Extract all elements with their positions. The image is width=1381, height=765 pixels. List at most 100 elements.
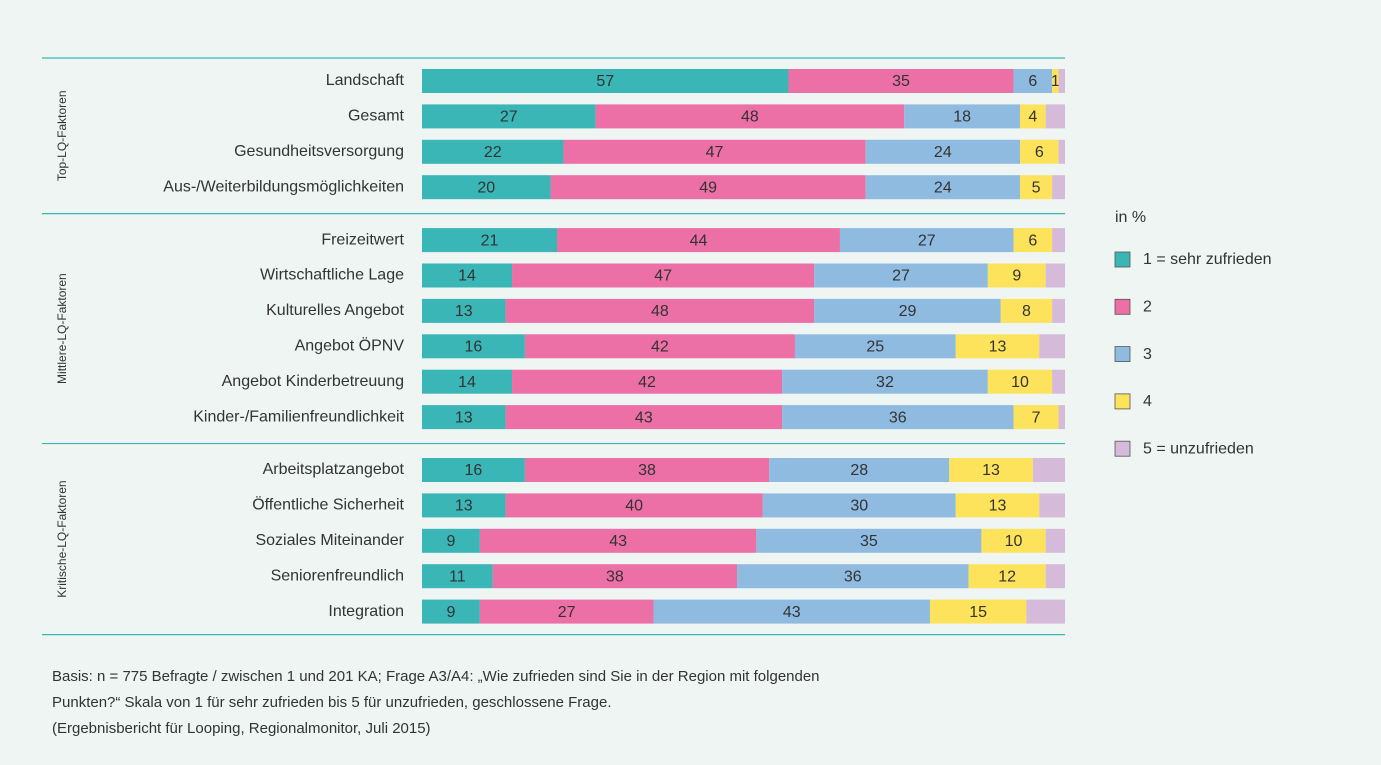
bar-segment	[1013, 228, 1053, 253]
data-label: 14	[458, 374, 476, 391]
bar-segment	[505, 405, 783, 430]
group-label: Top-LQ-Faktoren	[55, 90, 69, 181]
data-label: 43	[635, 409, 653, 426]
bar-segment	[505, 493, 763, 518]
data-label: 48	[651, 303, 669, 320]
category-label: Gesamt	[348, 108, 405, 125]
data-label: 38	[606, 568, 624, 585]
data-label: 7	[1032, 409, 1041, 426]
bar-segment	[737, 564, 969, 589]
bar-segment	[1058, 69, 1065, 93]
bar-segment	[949, 458, 1033, 482]
bar-segment	[550, 175, 866, 200]
bar-segment	[1058, 405, 1065, 430]
bar-segment	[904, 104, 1020, 129]
bar-segment	[422, 228, 558, 253]
data-label: 13	[455, 498, 473, 515]
legend-swatch	[1114, 298, 1131, 315]
bar-segment	[987, 263, 1046, 288]
bar-segment	[839, 228, 1014, 253]
legend-label: 2	[1143, 299, 1152, 316]
bar-segment	[595, 104, 905, 129]
bar-segment	[505, 298, 815, 323]
data-label: 6	[1028, 73, 1037, 90]
data-label: 24	[934, 179, 952, 196]
note: Basis: n = 775 Befragte / zwischen 1 und…	[52, 668, 820, 685]
bar-segment	[563, 139, 866, 164]
category-label: Gesundheitsversorgung	[234, 143, 404, 160]
data-label: 30	[850, 498, 868, 515]
bar-segment	[1052, 175, 1065, 200]
bar-segment	[1013, 405, 1059, 430]
data-label: 49	[699, 179, 717, 196]
category-label: Aus-/Weiterbildungsmöglichkeiten	[163, 178, 404, 195]
data-label: 57	[596, 73, 614, 90]
note: (Ergebnisbericht für Looping, Regionalmo…	[52, 720, 431, 737]
category-label: Soziales Miteinander	[255, 532, 404, 549]
bar-segment	[1039, 334, 1065, 359]
category-label: Seniorenfreundlich	[271, 567, 404, 584]
data-label: 13	[982, 462, 1000, 479]
data-label: 43	[609, 533, 627, 550]
bar-segment	[1013, 69, 1053, 93]
bar-segment	[422, 493, 506, 518]
note: Punkten?“ Skala von 1 für sehr zufrieden…	[52, 694, 612, 711]
bar-segment	[1052, 69, 1059, 93]
bar-segment	[1045, 104, 1065, 129]
data-label: 47	[706, 144, 724, 161]
data-label: 27	[918, 232, 936, 249]
bar-segment	[422, 104, 596, 129]
bar-segment	[524, 458, 770, 482]
data-label: 13	[989, 498, 1007, 515]
data-label: 15	[969, 604, 987, 621]
bar-segment	[968, 564, 1046, 589]
bar-segment	[865, 175, 1020, 200]
data-label: 29	[899, 303, 917, 320]
data-label: 12	[998, 568, 1016, 585]
bar-segment	[524, 334, 795, 359]
bar-segment	[782, 369, 988, 394]
data-label: 9	[1012, 268, 1021, 285]
data-label: 35	[860, 533, 878, 550]
data-label: 27	[892, 268, 910, 285]
bar-segment	[955, 334, 1040, 359]
bar-segment	[1039, 493, 1065, 518]
legend-label: 5 = unzufrieden	[1143, 440, 1254, 457]
category-label: Kulturelles Angebot	[266, 302, 404, 319]
bar-segment	[788, 69, 1014, 93]
data-label: 13	[989, 339, 1007, 356]
data-label: 10	[1005, 533, 1023, 550]
bar-segment	[479, 599, 654, 624]
data-label: 13	[455, 303, 473, 320]
bar-segment	[479, 528, 757, 553]
bar-segment	[955, 493, 1040, 518]
data-label: 40	[625, 498, 643, 515]
bar-segment	[422, 263, 513, 288]
category-label: Landschaft	[326, 72, 405, 89]
data-label: 10	[1011, 374, 1029, 391]
bar-segment	[422, 139, 564, 164]
data-label: 36	[844, 568, 862, 585]
bar-segment	[1052, 228, 1065, 253]
bar-segment	[1000, 298, 1053, 323]
bar-segment	[422, 175, 551, 200]
data-label: 47	[654, 268, 672, 285]
category-label: Arbeitsplatzangebot	[263, 461, 405, 478]
data-label: 21	[481, 232, 499, 249]
data-label: 42	[651, 339, 669, 356]
bar-segment	[422, 334, 525, 359]
bar-segment	[1058, 139, 1065, 164]
data-label: 11	[449, 568, 466, 585]
bar-segment	[794, 334, 956, 359]
data-label: 27	[558, 604, 576, 621]
data-label: 35	[892, 73, 910, 90]
category-label: Integration	[328, 603, 404, 620]
data-label: 27	[500, 109, 518, 126]
bar-segment	[1019, 175, 1053, 200]
bar-segment	[653, 599, 930, 624]
bar-segment	[1032, 458, 1065, 482]
bar-segment	[422, 528, 480, 553]
bar-segment	[1052, 298, 1065, 323]
data-label: 32	[876, 374, 894, 391]
legend-label: 1 = sehr zufrieden	[1143, 251, 1272, 268]
